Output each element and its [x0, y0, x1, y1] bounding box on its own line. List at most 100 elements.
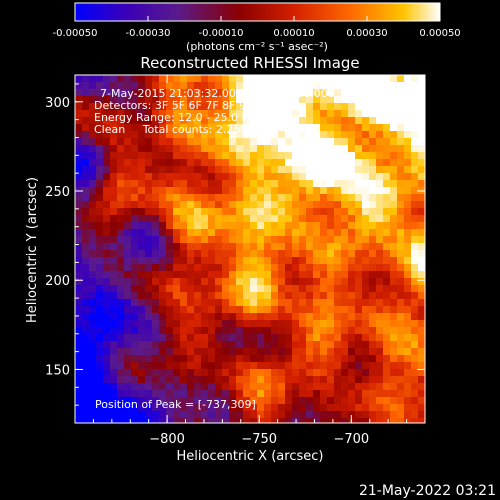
colorbar-tick-label: 0.00050: [419, 28, 460, 39]
heatmap-cell: [124, 383, 132, 391]
heatmap-cell: [236, 369, 244, 377]
heatmap-cell: [362, 313, 370, 321]
heatmap-cell: [166, 285, 174, 293]
heatmap-cell: [320, 348, 328, 356]
heatmap-cell: [285, 348, 293, 356]
heatmap-cell: [89, 89, 97, 97]
heatmap-cell: [278, 348, 286, 356]
heatmap-cell: [334, 131, 342, 139]
heatmap-cell: [299, 397, 307, 405]
heatmap-cell: [299, 96, 307, 104]
heatmap-cell: [390, 131, 398, 139]
heatmap-cell: [96, 82, 104, 90]
heatmap-cell: [180, 250, 188, 258]
heatmap-cell: [411, 362, 419, 370]
heatmap-cell: [201, 348, 209, 356]
heatmap-cell: [418, 369, 425, 377]
heatmap-cell: [362, 180, 370, 188]
heatmap-cell: [362, 390, 370, 398]
heatmap-cell: [180, 173, 188, 181]
heatmap-cell: [285, 82, 293, 90]
heatmap-cell: [96, 222, 104, 230]
heatmap-cell: [152, 131, 160, 139]
heatmap-cell: [285, 341, 293, 349]
heatmap-cell: [89, 376, 97, 384]
heatmap-cell: [285, 299, 293, 307]
heatmap-cell: [180, 117, 188, 125]
heatmap-cell: [187, 278, 195, 286]
heatmap-cell: [152, 229, 160, 237]
heatmap-cell: [173, 166, 181, 174]
heatmap-cell: [187, 159, 195, 167]
heatmap-cell: [411, 194, 419, 202]
heatmap-cell: [159, 194, 167, 202]
heatmap-cell: [306, 376, 314, 384]
heatmap-cell: [222, 264, 230, 272]
heatmap-cell: [243, 292, 251, 300]
heatmap-cell: [180, 194, 188, 202]
heatmap-cell: [103, 292, 111, 300]
heatmap-image: [75, 75, 425, 423]
heatmap-cell: [75, 369, 83, 377]
heatmap-cell: [110, 369, 118, 377]
heatmap-cell: [355, 369, 363, 377]
heatmap-cell: [264, 124, 272, 132]
heatmap-cell: [89, 334, 97, 342]
heatmap-cell: [82, 355, 90, 363]
heatmap-cell: [418, 236, 425, 244]
heatmap-cell: [89, 124, 97, 132]
heatmap-cell: [117, 334, 125, 342]
heatmap-cell: [285, 145, 293, 153]
heatmap-cell: [215, 75, 223, 83]
heatmap-cell: [243, 194, 251, 202]
heatmap-cell: [243, 229, 251, 237]
heatmap-cell: [89, 397, 97, 405]
heatmap-cell: [75, 334, 83, 342]
heatmap-cell: [306, 320, 314, 328]
heatmap-cell: [320, 180, 328, 188]
heatmap-cell: [271, 131, 279, 139]
heatmap-cell: [103, 96, 111, 104]
heatmap-cell: [201, 320, 209, 328]
heatmap-cell: [390, 145, 398, 153]
heatmap-cell: [124, 355, 132, 363]
heatmap-cell: [397, 201, 405, 209]
heatmap-cell: [306, 327, 314, 335]
heatmap-cell: [236, 173, 244, 181]
heatmap-cell: [397, 362, 405, 370]
heatmap-cell: [131, 82, 139, 90]
heatmap-cell: [152, 257, 160, 265]
heatmap-cell: [411, 369, 419, 377]
heatmap-cell: [411, 390, 419, 398]
heatmap-cell: [390, 89, 398, 97]
heatmap-cell: [285, 117, 293, 125]
heatmap-cell: [215, 82, 223, 90]
heatmap-cell: [411, 117, 419, 125]
heatmap-cell: [131, 110, 139, 118]
heatmap-cell: [327, 278, 335, 286]
heatmap-cell: [264, 236, 272, 244]
heatmap-cell: [418, 383, 425, 391]
heatmap-cell: [299, 292, 307, 300]
heatmap-cell: [208, 327, 216, 335]
colorbar-unit-label: (photons cm⁻² s⁻¹ asec⁻²): [186, 40, 328, 53]
heatmap-cell: [355, 117, 363, 125]
heatmap-cell: [145, 75, 153, 83]
heatmap-cell: [138, 250, 146, 258]
heatmap-cell: [320, 145, 328, 153]
heatmap-cell: [257, 75, 265, 83]
heatmap-cell: [390, 362, 398, 370]
heatmap-cell: [306, 152, 314, 160]
heatmap-cell: [320, 117, 328, 125]
heatmap-cell: [264, 159, 272, 167]
heatmap-cell: [89, 327, 97, 335]
heatmap-cell: [138, 180, 146, 188]
heatmap-cell: [187, 264, 195, 272]
heatmap-cell: [229, 341, 237, 349]
heatmap-cell: [313, 145, 321, 153]
heatmap-cell: [418, 327, 425, 335]
heatmap-cell: [362, 236, 370, 244]
heatmap-cell: [250, 173, 258, 181]
heatmap-cell: [187, 390, 195, 398]
heatmap-cell: [271, 390, 279, 398]
